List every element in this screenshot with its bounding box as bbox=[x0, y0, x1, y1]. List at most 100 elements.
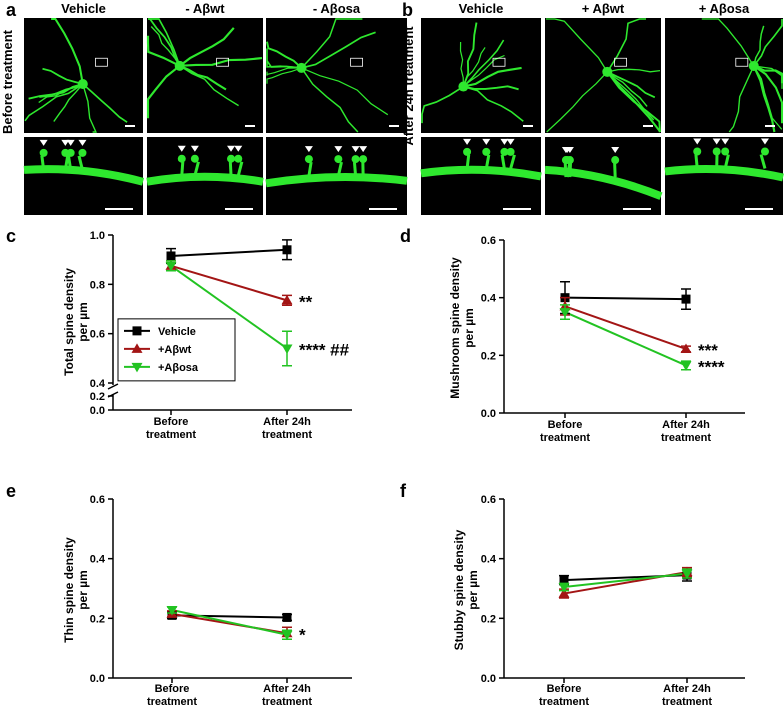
y-tick-label: 0.4 bbox=[90, 554, 106, 566]
spine-head bbox=[506, 147, 515, 156]
spine-head bbox=[234, 154, 243, 163]
micrographs bbox=[23, 17, 784, 215]
dendrite bbox=[146, 64, 181, 119]
dendrite bbox=[607, 68, 661, 73]
column-header: + Aβwt bbox=[582, 1, 625, 16]
point-marker bbox=[558, 588, 570, 598]
legend-label: +Aβosa bbox=[158, 362, 199, 374]
significance-label: **** ## bbox=[299, 340, 350, 359]
point-marker bbox=[282, 612, 292, 622]
column-header: Vehicle bbox=[61, 1, 106, 16]
spine bbox=[563, 162, 568, 178]
x-tick-label: After 24h treatment bbox=[661, 419, 711, 444]
roi-box bbox=[216, 57, 230, 67]
roi-box bbox=[735, 57, 749, 67]
y-axis-label: Total spine densityper µm bbox=[62, 268, 90, 376]
arrowhead bbox=[721, 138, 730, 145]
dendrite bbox=[266, 41, 303, 69]
dendrite-zoom bbox=[146, 172, 264, 186]
x-tick-label: After 24h treatment bbox=[262, 683, 312, 708]
point-marker bbox=[680, 343, 692, 353]
dendrite bbox=[701, 18, 755, 67]
arrowhead bbox=[351, 146, 360, 153]
y-tick-label: 0.6 bbox=[481, 494, 496, 506]
dendrite bbox=[546, 71, 608, 133]
y-tick-label: 0.4 bbox=[481, 554, 497, 566]
panel-label: a bbox=[6, 0, 17, 20]
dendrite bbox=[300, 67, 359, 133]
dendrite bbox=[463, 85, 524, 122]
spine bbox=[40, 155, 46, 171]
spine-head bbox=[721, 147, 730, 156]
spine bbox=[723, 154, 730, 169]
series-line bbox=[171, 614, 288, 619]
point-marker bbox=[282, 245, 292, 255]
spine-head bbox=[693, 147, 702, 156]
series-line bbox=[171, 609, 288, 636]
spine bbox=[352, 161, 358, 177]
dendrite bbox=[38, 83, 84, 104]
arrowhead bbox=[66, 139, 75, 146]
arrowhead bbox=[712, 138, 721, 145]
series-line bbox=[170, 248, 288, 257]
axis-break bbox=[107, 383, 119, 390]
spine-head bbox=[760, 147, 769, 156]
dendrite bbox=[148, 18, 181, 67]
spine bbox=[336, 161, 343, 177]
arrowhead bbox=[359, 146, 368, 153]
spine-head bbox=[351, 155, 360, 164]
neuron-image bbox=[266, 18, 407, 133]
dendrite-zoom bbox=[544, 165, 663, 200]
spine-head bbox=[190, 154, 199, 163]
y-tick-label: 0.6 bbox=[90, 329, 105, 341]
y-axis-label: Stubby spine densityper µm bbox=[452, 529, 480, 650]
significance-label: * bbox=[299, 625, 306, 644]
y-tick-label: 0.0 bbox=[481, 673, 496, 685]
arrowhead bbox=[39, 139, 48, 146]
point-marker bbox=[680, 361, 692, 371]
arrowhead bbox=[611, 147, 620, 154]
dendrite bbox=[179, 27, 235, 67]
y-tick-label: 0.2 bbox=[481, 613, 496, 625]
dendrite bbox=[753, 19, 783, 67]
point-marker bbox=[165, 261, 177, 272]
point-marker bbox=[281, 294, 293, 305]
dendrite bbox=[463, 85, 519, 91]
dendrite bbox=[606, 71, 661, 133]
x-tick-label: Before treatment bbox=[147, 683, 197, 708]
spine-head bbox=[463, 147, 472, 156]
spine bbox=[63, 155, 70, 171]
y-tick-label: 0.2 bbox=[90, 613, 105, 625]
column-header: - Aβwt bbox=[185, 1, 225, 16]
spine bbox=[694, 154, 699, 169]
arrowhead bbox=[565, 147, 574, 154]
dendrite bbox=[149, 18, 181, 67]
column-header: - Aβosa bbox=[313, 1, 361, 16]
series-line bbox=[564, 305, 687, 350]
panel-label: e bbox=[6, 481, 16, 501]
y-tick-label: 0.6 bbox=[90, 494, 105, 506]
soma bbox=[748, 60, 759, 71]
y-tick-label: 0.2 bbox=[481, 350, 496, 362]
dendrite bbox=[728, 65, 755, 133]
dendrite bbox=[752, 65, 776, 133]
dendrite-zoom bbox=[664, 165, 784, 182]
spine bbox=[568, 162, 573, 178]
dendrite bbox=[266, 67, 302, 76]
spine bbox=[613, 162, 617, 178]
arrowhead bbox=[760, 138, 769, 145]
dendrite bbox=[82, 83, 128, 123]
dendrite bbox=[753, 65, 783, 130]
arrowhead bbox=[227, 145, 236, 152]
y-tick-label: 0.2 bbox=[90, 391, 105, 403]
legend-label: Vehicle bbox=[158, 326, 196, 338]
spine-head bbox=[712, 147, 721, 156]
panel-label: d bbox=[400, 226, 411, 246]
point-marker bbox=[559, 308, 571, 318]
point-marker bbox=[558, 583, 570, 593]
arrowhead bbox=[482, 138, 491, 145]
spine bbox=[180, 161, 185, 176]
spine-head bbox=[611, 156, 620, 165]
dendrite bbox=[753, 64, 784, 84]
